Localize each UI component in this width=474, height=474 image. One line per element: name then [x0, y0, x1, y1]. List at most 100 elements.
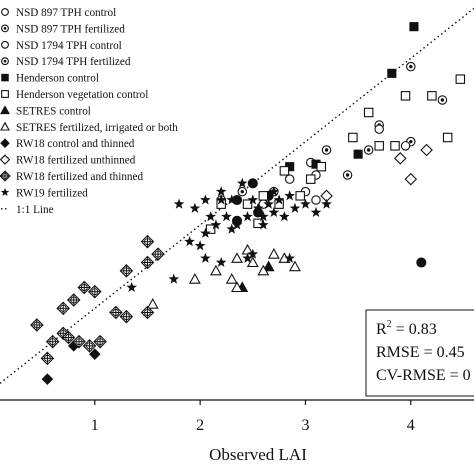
data-point-star-filled — [273, 194, 285, 205]
legend-label: SETRES control — [16, 105, 91, 117]
legend-item: NSD 1794 TPH control — [1, 40, 122, 52]
data-point-star-filled — [289, 202, 301, 213]
data-point-circle-dot — [406, 61, 416, 72]
data-point-star-filled — [263, 198, 274, 209]
legend-marker-circle-dot — [1, 24, 9, 33]
data-point-diamond-cross — [82, 339, 97, 353]
data-point-square-open — [400, 91, 411, 101]
data-point-triangle-open — [288, 260, 301, 272]
legend-label: 1:1 Line — [16, 204, 54, 216]
x-tick-label: 4 — [407, 417, 415, 434]
legend-item: NSD 897 TPH control — [1, 7, 116, 19]
data-point-star-filled — [231, 219, 243, 230]
data-point-triangle-filled — [262, 260, 275, 272]
legend-marker-square-filled — [1, 73, 9, 82]
data-point-star-filled — [242, 211, 253, 222]
data-point-circle-dot — [237, 186, 248, 197]
data-point-triangle-open — [257, 264, 270, 276]
legend-label: RW19 fertilized — [16, 187, 88, 199]
data-point-star-filled — [215, 186, 227, 197]
data-point-square-open — [427, 91, 437, 101]
legend-marker-star-filled — [0, 187, 10, 197]
legend-marker-triangle-filled — [0, 105, 10, 115]
data-point-star-filled — [226, 223, 238, 234]
x-tick-label: 1 — [91, 417, 99, 434]
data-point-triangle-open — [267, 248, 280, 259]
data-point-circle-open — [311, 195, 321, 205]
legend-label: RW18 control and thinned — [16, 138, 135, 150]
x-tick-label: 2 — [196, 417, 204, 434]
data-point-star-filled — [268, 186, 280, 197]
data-point-square-open — [316, 161, 327, 172]
data-point-square-open — [279, 166, 290, 176]
legend-item: SETRES fertilized, irrigated or both — [0, 121, 178, 134]
legend-item: Henderson control — [1, 73, 99, 85]
legend-label: NSD 897 TPH control — [16, 7, 116, 19]
data-point-star-filled — [126, 281, 137, 293]
data-point-square-filled — [353, 149, 363, 159]
data-point-circle-open — [284, 174, 295, 184]
data-point-star-filled — [226, 194, 238, 205]
data-point-star-filled — [247, 194, 259, 205]
x-axis-label: Observed LAI — [209, 445, 307, 464]
legend-marker-circle-open — [1, 40, 9, 49]
data-point-star-filled — [194, 240, 206, 251]
data-points — [30, 22, 466, 385]
data-point-star-filled — [200, 194, 211, 205]
legend-item: RW18 fertilized and thinned — [0, 170, 143, 183]
data-point-square-open — [442, 132, 453, 143]
data-point-diamond-cross — [61, 330, 76, 345]
data-point-star-filled — [189, 202, 201, 213]
legend-item: NSD 897 TPH fertilized — [1, 23, 125, 35]
data-point-star-filled — [236, 177, 248, 188]
data-point-star-filled — [252, 202, 264, 213]
data-point-circle-dot — [363, 145, 374, 155]
legend-item: Henderson vegetation control — [1, 89, 148, 101]
legend-label: Henderson control — [16, 73, 99, 85]
legend-item: SETRES control — [0, 105, 91, 117]
data-point-star-filled — [173, 198, 185, 209]
data-point-diamond-cross — [45, 334, 60, 349]
data-point-square-open — [348, 132, 358, 143]
data-point-star-filled — [268, 206, 280, 218]
x-axis-ticks: 1 2 3 4 — [91, 400, 415, 434]
data-point-diamond-cross — [140, 234, 155, 249]
legend-item: NSD 1794 TPH fertilized — [1, 56, 131, 68]
data-point-square-open — [258, 191, 269, 201]
legend-marker-square-open — [1, 90, 9, 98]
data-point-triangle-open — [146, 298, 159, 309]
legend-item: RW18 fertilized unthinned — [0, 154, 136, 167]
rmse-text: RMSE = 0.45 — [376, 344, 465, 361]
data-point-triangle-open — [209, 264, 222, 276]
data-point-square-filled — [387, 68, 397, 78]
data-point-triangle-open — [188, 273, 201, 284]
legend-item: RW18 control and thinned — [0, 138, 135, 150]
stats-box-frame — [365, 309, 474, 397]
data-point-circle-dot — [342, 170, 353, 180]
legend-marker-diamond-cross — [0, 170, 11, 182]
data-point-star-filled — [321, 198, 332, 209]
data-point-triangle-open — [231, 281, 243, 293]
data-point-circle-dot — [437, 95, 448, 105]
data-point-square-open — [374, 141, 384, 151]
legend-item: RW19 fertilized — [0, 187, 88, 199]
r-squared-text: R2 = 0.83 — [376, 319, 437, 338]
legend-label: RW18 fertilized and thinned — [16, 171, 143, 183]
data-point-diamond-cross — [30, 318, 44, 332]
legend-label: NSD 897 TPH fertilized — [16, 23, 125, 35]
data-point-star-filled — [215, 194, 227, 205]
data-point-square-open — [455, 74, 466, 84]
data-point-square-open — [205, 224, 216, 234]
data-point-square-open — [363, 107, 374, 118]
data-point-star-filled — [184, 236, 195, 247]
data-point-diamond-cross — [140, 305, 155, 320]
legend-label: Henderson vegetation control — [16, 89, 148, 101]
data-point-triangle-open — [231, 252, 243, 263]
data-point-star-filled — [221, 211, 232, 222]
data-point-star-filled — [200, 227, 211, 238]
data-point-star-filled — [242, 252, 253, 263]
data-point-circle-filled — [247, 178, 258, 189]
data-point-circle-open — [400, 141, 411, 151]
data-point-diamond-cross — [40, 351, 55, 366]
